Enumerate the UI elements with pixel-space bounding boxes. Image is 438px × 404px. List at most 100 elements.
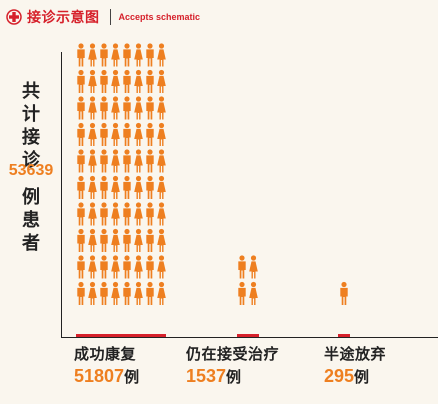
person-icon: [157, 202, 166, 226]
person-icon: [88, 202, 97, 226]
person-icon: [134, 96, 143, 120]
person-icon: [111, 122, 120, 146]
person-icon: [146, 175, 154, 199]
person-icon: [134, 69, 143, 93]
person-icon: [77, 149, 85, 173]
person-icon: [157, 43, 166, 67]
x-axis-line: [61, 337, 438, 338]
person-icon: [100, 255, 108, 279]
person-icon: [77, 43, 85, 67]
person-icon: [134, 255, 143, 279]
pictogram-series-3: [340, 281, 348, 305]
person-icon: [111, 69, 120, 93]
person-icon: [146, 255, 154, 279]
person-icon: [134, 43, 143, 67]
category-name: 半途放弃: [324, 345, 387, 363]
chart-title: 接诊示意图: [27, 10, 100, 26]
person-icon: [123, 228, 131, 252]
person-icon: [77, 281, 85, 305]
person-icon: [88, 43, 97, 67]
person-icon: [134, 202, 143, 226]
title-divider: [109, 9, 111, 25]
person-icon: [88, 69, 97, 93]
chart-subtitle: Accepts schematic: [118, 12, 201, 22]
data-label: 51807: [74, 366, 125, 386]
category-label-group: 仍在接受治疗 1537例: [186, 343, 279, 387]
category-name: 仍在接受治疗: [186, 345, 280, 363]
person-icon: [77, 228, 85, 252]
person-icon: [111, 202, 120, 226]
person-icon: [111, 43, 120, 67]
category-label-group: 成功康复 51807例: [74, 343, 139, 387]
data-label: 295: [324, 366, 355, 386]
person-icon: [249, 255, 258, 279]
person-icon: [134, 281, 143, 305]
category-value: 51807例: [74, 366, 139, 387]
person-icon: [88, 281, 97, 305]
person-icon: [123, 255, 131, 279]
person-icon: [157, 175, 166, 199]
category-value: 295例: [324, 366, 386, 387]
person-icon: [100, 149, 108, 173]
person-icon: [157, 255, 166, 279]
person-icon: [111, 175, 120, 199]
person-icon: [123, 281, 131, 305]
person-icon: [100, 122, 108, 146]
person-icon: [340, 281, 348, 305]
side-label-top: 共 计 接 诊: [0, 80, 62, 172]
y-axis-line: [61, 52, 62, 338]
person-icon: [100, 202, 108, 226]
total-patients-number: 53639: [8, 162, 54, 179]
side-label-char: 诊: [22, 150, 40, 171]
person-icon: [88, 122, 97, 146]
unit-label: 例: [354, 368, 370, 386]
person-icon: [111, 149, 120, 173]
person-icon: [77, 255, 85, 279]
person-icon: [100, 281, 108, 305]
category-name: 成功康复: [74, 345, 137, 363]
person-icon: [111, 255, 120, 279]
person-icon: [157, 149, 166, 173]
person-icon: [77, 122, 85, 146]
person-icon: [123, 69, 131, 93]
person-icon: [238, 255, 246, 279]
side-label-char: 共: [22, 81, 40, 102]
person-icon: [238, 281, 246, 305]
person-icon: [146, 228, 154, 252]
pictogram-series-2: [238, 255, 258, 305]
person-icon: [100, 69, 108, 93]
person-icon: [111, 281, 120, 305]
person-icon: [77, 175, 85, 199]
data-label: 1537: [186, 366, 227, 386]
person-icon: [77, 69, 85, 93]
person-icon: [134, 149, 143, 173]
person-icon: [123, 149, 131, 173]
side-label-char: 计: [22, 104, 40, 125]
side-label-char: 例: [22, 187, 40, 208]
side-label-char: 者: [22, 233, 40, 254]
person-icon: [123, 43, 131, 67]
red-cross-icon: [6, 9, 22, 25]
side-label-bottom: 例 患 者: [0, 186, 62, 255]
person-icon: [157, 96, 166, 120]
person-icon: [146, 149, 154, 173]
category-label-group: 半途放弃 295例: [324, 343, 386, 387]
person-icon: [146, 122, 154, 146]
unit-label: 例: [124, 368, 140, 386]
person-icon: [100, 175, 108, 199]
unit-label: 例: [226, 368, 242, 386]
person-icon: [146, 202, 154, 226]
person-icon: [134, 228, 143, 252]
person-icon: [249, 281, 258, 305]
pictogram-series-1: [77, 43, 166, 305]
person-icon: [88, 228, 97, 252]
person-icon: [100, 228, 108, 252]
person-icon: [100, 96, 108, 120]
category-marker-gave-up: [338, 334, 350, 337]
person-icon: [134, 175, 143, 199]
category-value: 1537例: [186, 366, 279, 387]
person-icon: [123, 122, 131, 146]
person-icon: [146, 96, 154, 120]
person-icon: [88, 149, 97, 173]
person-icon: [134, 122, 143, 146]
